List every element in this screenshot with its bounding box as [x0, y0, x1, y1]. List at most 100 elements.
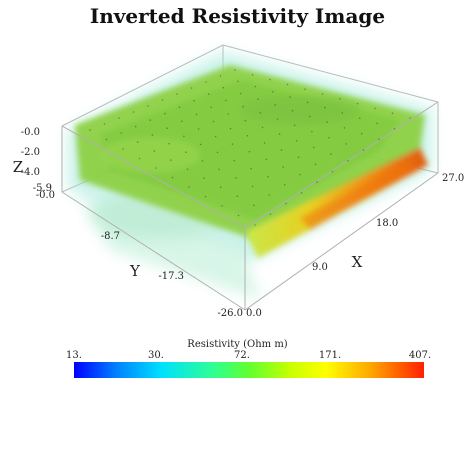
- grid-point: [155, 167, 157, 169]
- grid-point: [225, 99, 227, 102]
- grid-point: [274, 104, 277, 106]
- grid-point: [246, 135, 249, 137]
- grid-point: [216, 151, 219, 154]
- chart-title: Inverted Resistivity Image: [89, 4, 386, 28]
- grid-point: [168, 142, 170, 145]
- grid-point: [356, 102, 359, 105]
- volume-plot: -0.0 -2.0 -4.0 -5.9 Z -0.0 -8.7 -17.3 -2…: [13, 44, 464, 319]
- grid-point: [259, 112, 262, 114]
- grid-point: [218, 168, 220, 171]
- grid-point: [251, 185, 254, 188]
- grid-point: [309, 115, 311, 118]
- grid-point: [219, 186, 222, 188]
- grid-point: [161, 99, 164, 101]
- grid-point: [188, 186, 190, 188]
- grid-point: [358, 117, 361, 119]
- grid-point: [166, 127, 168, 129]
- z-tick-label: -2.0: [21, 147, 40, 158]
- colorbar-tick: 171.: [318, 350, 342, 361]
- grid-point: [244, 119, 247, 122]
- grid-point: [120, 132, 122, 134]
- grid-point: [242, 105, 244, 108]
- grid-point: [190, 87, 193, 89]
- grid-point: [314, 163, 317, 166]
- grid-point: [181, 120, 183, 122]
- grid-point: [229, 127, 232, 130]
- grid-point: [269, 213, 272, 216]
- grid-point: [237, 80, 239, 83]
- grid-point: [248, 150, 251, 153]
- x-tick-label: 27.0: [442, 173, 464, 184]
- grid-point: [89, 129, 91, 131]
- grid-point: [205, 81, 207, 83]
- grid-point: [197, 128, 200, 130]
- grid-point: [250, 167, 252, 170]
- grid-point: [278, 133, 281, 135]
- grid-point: [185, 151, 187, 153]
- grid-point: [268, 194, 271, 196]
- grid-point: [285, 202, 287, 205]
- x-axis: 0.0 9.0 18.0 27.0 X: [246, 173, 464, 319]
- grid-point: [151, 134, 154, 136]
- z-tick-label: -0.0: [21, 127, 40, 138]
- grid-points: [89, 69, 411, 226]
- grid-point: [178, 106, 181, 108]
- grid-point: [201, 160, 204, 162]
- grid-point: [203, 177, 205, 179]
- grid-point: [376, 122, 378, 125]
- grid-point: [321, 93, 324, 95]
- z-tick-label: -5.9: [33, 183, 52, 194]
- grid-point: [328, 136, 330, 139]
- grid-point: [263, 142, 266, 144]
- grid-point: [186, 168, 189, 170]
- colorbar: [74, 362, 424, 378]
- z-axis-label: Z: [13, 158, 23, 176]
- grid-point: [391, 112, 394, 114]
- grid-point: [360, 132, 363, 135]
- grid-point: [132, 111, 135, 113]
- grid-point: [347, 160, 349, 162]
- grid-point: [170, 159, 172, 161]
- grid-point: [295, 140, 298, 142]
- grid-point: [199, 143, 202, 146]
- x-tick-label: 0.0: [246, 308, 262, 319]
- grid-point: [286, 83, 289, 86]
- grid-point: [393, 127, 396, 130]
- grid-point: [254, 224, 256, 226]
- grid-point: [265, 158, 268, 161]
- grid-point: [362, 149, 365, 151]
- grid-point: [409, 117, 411, 119]
- grid-point: [164, 112, 166, 115]
- z-axis: -0.0 -2.0 -4.0 -5.9 Z: [13, 127, 52, 194]
- grid-point: [136, 141, 139, 143]
- colorbar-label: Resistivity (Ohm m): [187, 339, 288, 350]
- grid-point: [118, 117, 120, 119]
- y-axis-label: Y: [129, 262, 141, 280]
- grid-point: [282, 166, 285, 168]
- grid-point: [313, 146, 315, 149]
- grid-point: [227, 113, 230, 115]
- colorbar-tick: 72.: [234, 350, 250, 361]
- grid-point: [283, 184, 286, 186]
- grid-point: [253, 204, 255, 207]
- y-tick-label: -0.0: [36, 190, 55, 201]
- grid-point: [122, 148, 124, 150]
- grid-point: [103, 123, 106, 125]
- grid-point: [251, 74, 254, 76]
- grid-point: [300, 192, 303, 194]
- high-resistivity-zone: [245, 148, 428, 258]
- grid-point: [236, 195, 239, 197]
- grid-point: [343, 127, 346, 129]
- grid-point: [134, 125, 137, 128]
- grid-point: [345, 143, 348, 145]
- bounding-box-front: [61, 101, 439, 311]
- grid-point: [231, 143, 234, 145]
- grid-point: [204, 195, 207, 198]
- grid-point: [254, 85, 257, 88]
- grid-point: [105, 138, 108, 141]
- y-tick-label: -26.0: [217, 308, 243, 319]
- grid-point: [339, 98, 341, 100]
- y-tick-label: -17.3: [158, 271, 184, 282]
- grid-point: [239, 92, 242, 95]
- grid-point: [207, 93, 210, 95]
